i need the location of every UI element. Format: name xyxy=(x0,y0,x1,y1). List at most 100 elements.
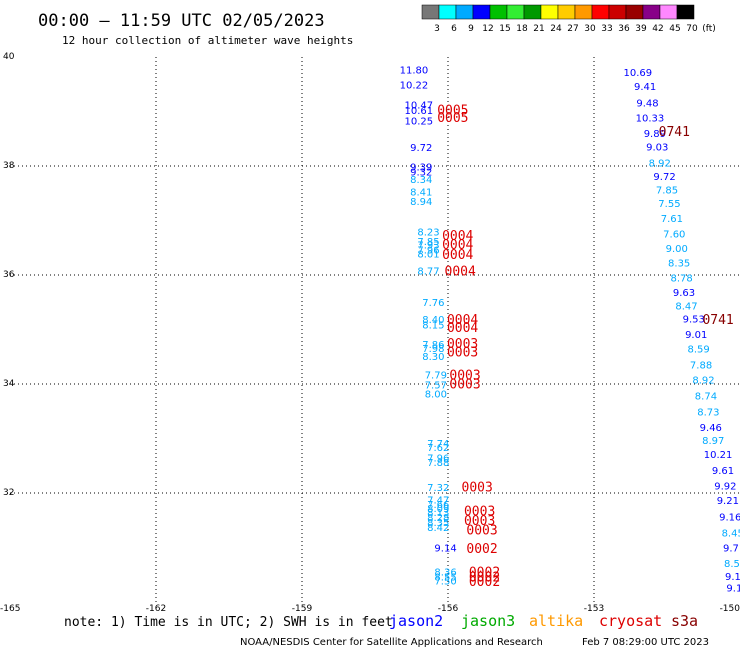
colorbar-tick-label: 30 xyxy=(584,24,596,34)
colorbar-tick-label: 21 xyxy=(533,24,544,34)
swh-point-label: 9.71 xyxy=(723,544,740,555)
swh-point-label: 7.32 xyxy=(427,483,449,494)
mission-legend: jason2 jason3 altika cryosat s3a xyxy=(389,612,698,630)
colorbar-tick-label: 15 xyxy=(499,24,510,34)
colorbar-swatch xyxy=(676,4,695,20)
swh-point-label: 9.61 xyxy=(712,466,734,477)
swh-point-label: 9.14 xyxy=(434,544,456,555)
swh-point-label: 9.21 xyxy=(717,496,739,507)
swh-point-label: 8.35 xyxy=(427,518,449,529)
colorbar-swatch xyxy=(591,4,610,20)
grid-lines xyxy=(10,57,740,602)
swh-point-label: 9.32 xyxy=(410,168,432,179)
colorbar-tick-label: 12 xyxy=(482,24,493,34)
swh-point-label: 8.59 xyxy=(688,345,710,356)
mission-legend-altika: altika xyxy=(529,612,583,630)
mission-legend-cryosat: cryosat xyxy=(599,612,662,630)
mission-legend-jason2: jason2 xyxy=(389,612,443,630)
time-label: 0005 xyxy=(437,103,468,118)
chart-subtitle: 12 hour collection of altimeter wave hei… xyxy=(62,34,353,47)
time-label: 0005 xyxy=(437,111,468,126)
swh-point-label: 7.55 xyxy=(658,199,680,210)
swh-point-label: 9.18 xyxy=(726,583,740,594)
swh-point-label: 8.92 xyxy=(692,376,714,387)
swh-point-label: 9.48 xyxy=(636,98,658,109)
colorbar-swatch xyxy=(574,4,593,20)
colorbar-swatch xyxy=(472,4,491,20)
swh-point-label: 10.33 xyxy=(636,114,665,125)
swh-point-label: 9.89 xyxy=(644,129,666,140)
swh-point-label: 8.41 xyxy=(410,188,432,199)
time-label: 0003 xyxy=(449,368,480,383)
colorbar-tick-label: 27 xyxy=(567,24,578,34)
swh-point-label: 10.22 xyxy=(400,80,429,91)
colorbar-tick-label: 70 xyxy=(686,24,698,34)
swh-point-label: 7.62 xyxy=(427,443,449,454)
time-label: 0002 xyxy=(469,570,500,585)
time-label: 0003 xyxy=(449,378,480,393)
colorbar-tick-label: 45 xyxy=(669,24,680,34)
swh-point-label: 8.00 xyxy=(425,389,447,400)
swh-point-label: 8.36 xyxy=(434,568,456,579)
swh-point-label: 10.69 xyxy=(623,68,652,79)
swh-point-label: 8.13 xyxy=(427,508,449,519)
time-label: 0003 xyxy=(447,337,478,352)
colorbar-tick-label: 33 xyxy=(601,24,612,34)
mission-legend-jason3: jason3 xyxy=(461,612,515,630)
swh-point-label: 8.15 xyxy=(422,321,444,332)
swh-point-label: 10.47 xyxy=(404,101,433,112)
swh-point-label: 9.72 xyxy=(410,143,432,154)
time-label: 0003 xyxy=(447,345,478,360)
swh-point-label: 8.28 xyxy=(427,513,449,524)
swh-point-label: 7.96 xyxy=(427,454,449,465)
swh-point-label: 7.88 xyxy=(690,360,712,371)
y-tick-label: 34 xyxy=(3,379,15,389)
swh-point-label: 7.57 xyxy=(425,381,447,392)
time-label: 0004 xyxy=(442,248,473,263)
swh-point-label: 7.66 xyxy=(427,500,449,511)
footer-note: note: 1) Time is in UTC; 2) SWH is in fe… xyxy=(64,615,393,630)
x-tick-label: -159 xyxy=(292,604,313,614)
time-label: 0002 xyxy=(466,542,497,557)
swh-point-label: 8.47 xyxy=(675,302,697,313)
swh-point-label: 8.97 xyxy=(702,436,724,447)
swh-point-label: 11.80 xyxy=(400,66,429,77)
time-label: 0003 xyxy=(464,505,495,520)
mission-legend-s3a: s3a xyxy=(671,612,698,630)
swh-point-label: 8.94 xyxy=(410,197,432,208)
colorbar-tick-label: (ft) xyxy=(702,24,716,34)
swh-point-label: 8.40 xyxy=(422,315,444,326)
y-tick-label: 38 xyxy=(3,161,15,171)
swh-point-label: 8.34 xyxy=(410,175,432,186)
swh-point-label: 9.39 xyxy=(410,163,432,174)
time-label: 0003 xyxy=(464,514,495,529)
swh-point-label: 9.03 xyxy=(646,142,668,153)
swh-point-label: 7.93 xyxy=(417,241,439,252)
colorbar-tick-label: 39 xyxy=(635,24,647,34)
time-label: 0004 xyxy=(447,321,478,336)
swh-point-label: 7.96 xyxy=(417,245,439,256)
time-label: 0003 xyxy=(466,524,497,539)
swh-point-label: 10.25 xyxy=(404,116,433,127)
swh-point-label: 7.76 xyxy=(422,298,444,309)
swh-points: 11.8010.2210.4710.6110.259.729.399.328.3… xyxy=(400,66,740,595)
colorbar-swatch xyxy=(489,4,508,20)
y-tick-label: 40 xyxy=(3,52,15,62)
swh-point-label: 7.74 xyxy=(427,439,449,450)
colorbar-swatch xyxy=(608,4,627,20)
swh-point-label: 7.85 xyxy=(417,237,439,248)
colorbar-tick-label: 6 xyxy=(451,24,457,34)
colorbar-tick-label: 9 xyxy=(468,24,474,34)
time-label: 0741 xyxy=(702,313,733,328)
colorbar-swatch xyxy=(540,4,559,20)
x-tick-label: -156 xyxy=(438,604,459,614)
colorbar-swatch xyxy=(506,4,525,20)
chart-title: 00:00 – 11:59 UTC 02/05/2023 xyxy=(38,11,325,31)
swh-point-label: 7.86 xyxy=(422,340,444,351)
x-tick-label: -162 xyxy=(146,604,166,614)
swh-point-label: 7.50 xyxy=(434,576,456,587)
swh-point-label: 8.74 xyxy=(695,392,717,403)
swh-point-label: 8.77 xyxy=(417,267,439,278)
swh-point-label: 7.60 xyxy=(663,230,685,241)
colorbar-tick-label: 18 xyxy=(516,24,528,34)
